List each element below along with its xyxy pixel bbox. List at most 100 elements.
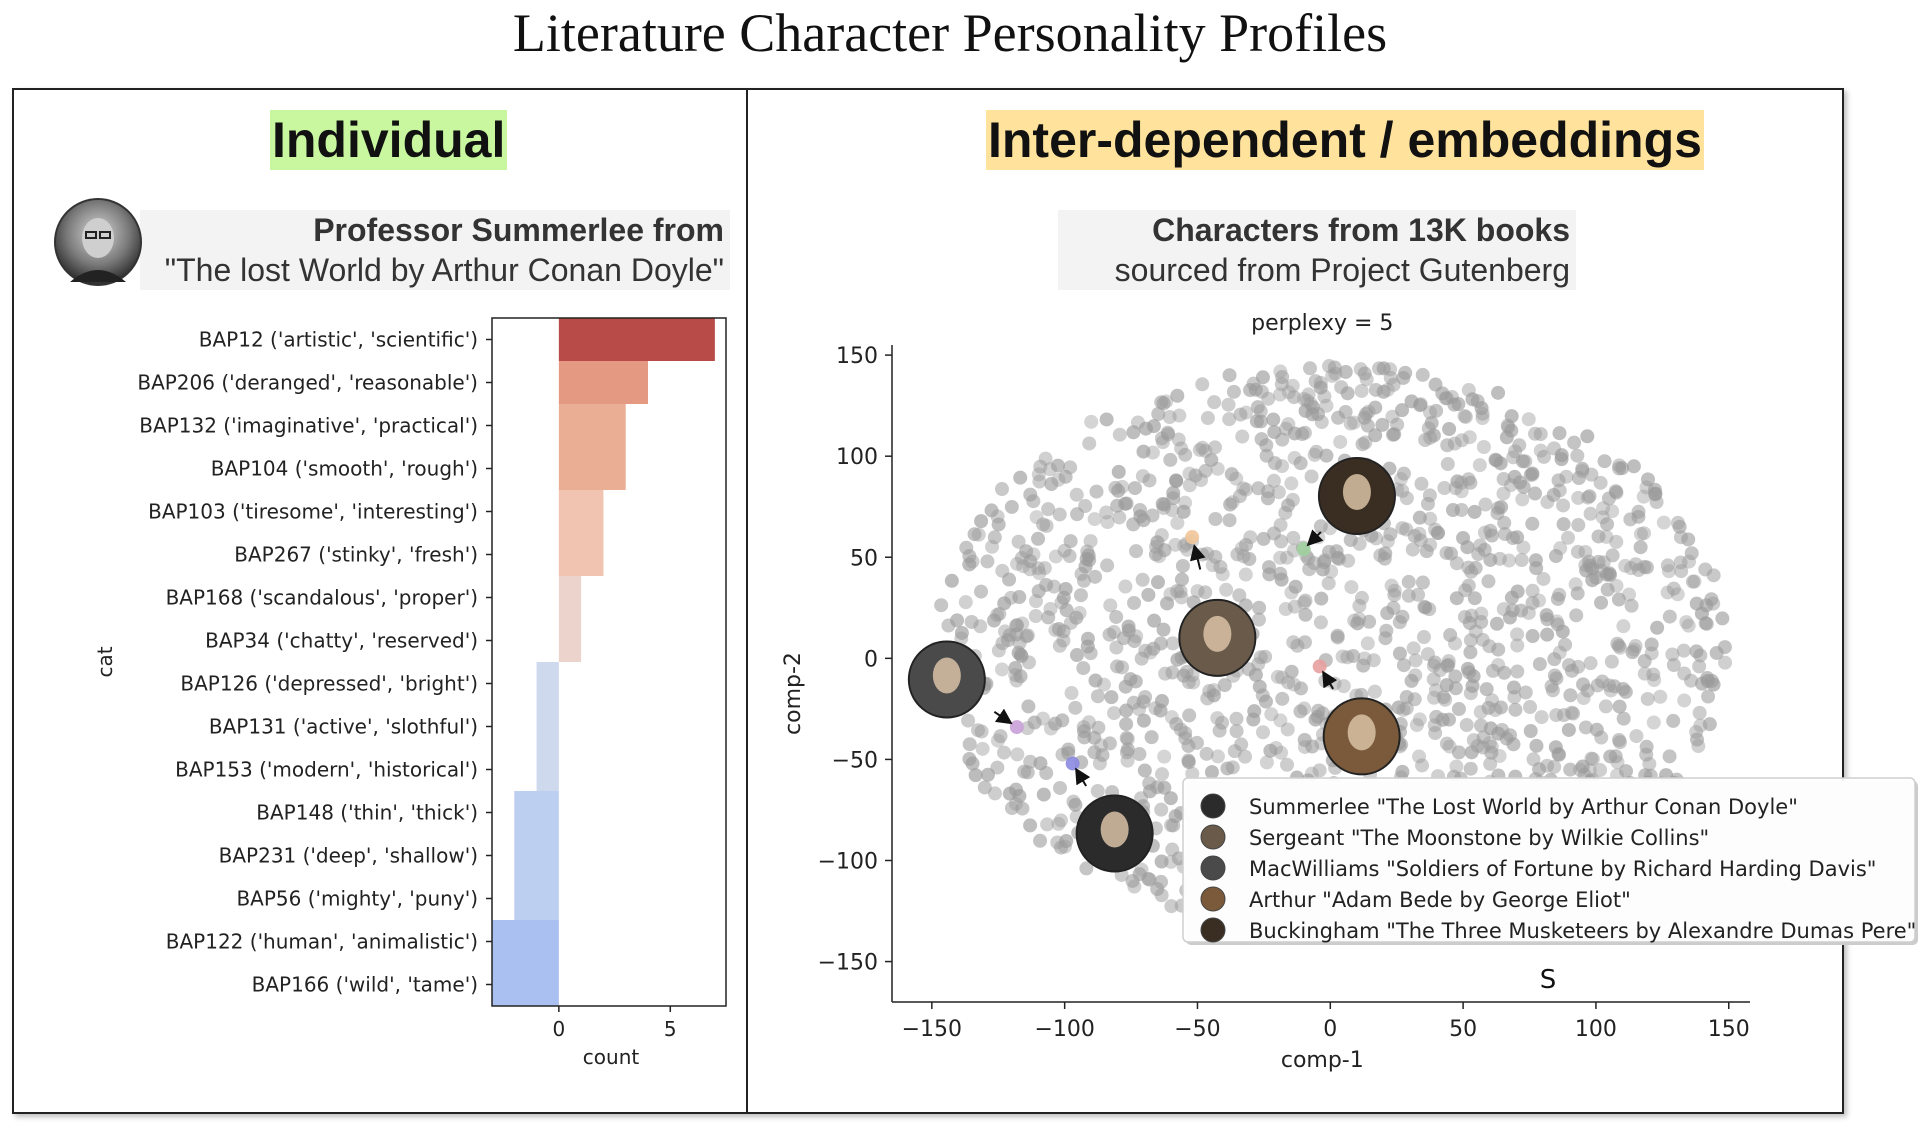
scatter-point: [1483, 756, 1498, 771]
scatter-point: [1464, 564, 1479, 579]
scatter-point: [1551, 473, 1566, 488]
scatter-point: [1485, 663, 1500, 678]
left-subtitle-bold: Professor Summerlee from: [313, 212, 724, 248]
scatter-point: [1665, 647, 1680, 662]
y-tick-label: BAP267 ('stinky', 'fresh'): [234, 543, 478, 567]
scatter-point: [1119, 717, 1134, 732]
highlight-point-4: [1296, 542, 1311, 557]
scatter-point: [1164, 899, 1179, 914]
scatter-point: [1352, 536, 1367, 551]
scatter-point: [1169, 584, 1184, 599]
bar-0: [558, 318, 715, 361]
scatter-point: [1428, 683, 1443, 698]
portrait-face: [1342, 473, 1371, 510]
scatter-point: [1627, 642, 1642, 657]
scatter-point: [1567, 435, 1582, 450]
scatter-point: [1677, 693, 1692, 708]
scatter-point: [1476, 730, 1491, 745]
scatter-point: [1399, 690, 1414, 705]
scatter-point: [1112, 510, 1127, 525]
scatter-point: [1137, 763, 1152, 778]
scatter-point: [1536, 571, 1551, 586]
scatter-point: [1354, 383, 1369, 398]
scatter-point: [1066, 794, 1081, 809]
scatter-point: [1699, 598, 1714, 613]
legend-portrait-icon-0: [1200, 793, 1226, 819]
scatter-point: [1685, 574, 1700, 589]
y-tick-label: BAP34 ('chatty', 'reserved'): [205, 629, 478, 653]
scatter-point: [1226, 384, 1241, 399]
scatter-point: [1195, 377, 1210, 392]
scatter-point: [1547, 441, 1562, 456]
scatter-point: [1463, 645, 1478, 660]
scatter-point: [1462, 430, 1477, 445]
scatter-point: [1127, 634, 1142, 649]
scatter-point: [1142, 473, 1157, 488]
scatter-point: [987, 530, 1002, 545]
scatter-point: [1260, 484, 1275, 499]
bar-1: [558, 361, 648, 404]
scatter-point: [1497, 527, 1512, 542]
scatter-point: [1508, 444, 1523, 459]
scatter-point: [1395, 764, 1410, 779]
bar-3: [558, 447, 626, 490]
scatter-point: [1561, 530, 1576, 545]
highlight-arrow-1: [1190, 543, 1206, 570]
scatter-point: [1132, 702, 1147, 717]
scatter-point: [1165, 665, 1180, 680]
scatter-point: [1547, 668, 1562, 683]
scatter-point: [1412, 749, 1427, 764]
scatter-point: [1639, 747, 1654, 762]
scatter-point: [1170, 388, 1185, 403]
scatter-point: [1416, 630, 1431, 645]
scatter-point: [1496, 472, 1511, 487]
bar-chart: BAP12 ('artistic', 'scientific') BAP206 (…: [93, 317, 727, 1069]
scatter-point: [1419, 544, 1434, 559]
scatter-point: [1252, 600, 1267, 615]
scatter-point: [1493, 700, 1508, 715]
stray-label: S: [1540, 965, 1557, 995]
scatter-point: [1640, 472, 1655, 487]
scatter-point: [1136, 713, 1151, 728]
scatter-point: [1043, 601, 1058, 616]
y-tick-label: 0: [864, 647, 878, 672]
scatter-point: [1051, 816, 1066, 831]
scatter-point: [1153, 703, 1168, 718]
scatter-point: [1649, 494, 1664, 509]
left-subtitle-normal: "The lost World by Arthur Conan Doyle": [164, 252, 724, 288]
portrait-face: [1100, 811, 1129, 848]
scatter-point: [1602, 678, 1617, 693]
scatter-point: [1359, 372, 1374, 387]
portrait-face: [1347, 714, 1376, 751]
scatter-point: [1412, 712, 1427, 727]
scatter-point: [980, 767, 995, 782]
scatter-point: [984, 503, 999, 518]
scatter-point: [1287, 599, 1302, 614]
scatter-point: [1516, 540, 1531, 555]
scatter-point: [1146, 419, 1161, 434]
scatter-point: [1583, 656, 1598, 671]
scatter-point: [1633, 540, 1648, 555]
character-portrait-icon-4: [1317, 456, 1396, 535]
panel-divider: [746, 88, 748, 1114]
scatter-point: [1031, 561, 1046, 576]
x-tick-label: 100: [1575, 1017, 1617, 1042]
scatter-point: [1229, 724, 1244, 739]
scatter-point: [1616, 711, 1631, 726]
bar-4: [558, 490, 604, 533]
scatter-point: [1597, 454, 1612, 469]
scatter-point: [1594, 595, 1609, 610]
scatter-point: [1041, 502, 1056, 517]
scatter-point: [954, 625, 969, 640]
scatter-point: [1510, 664, 1525, 679]
scatter-point: [1039, 577, 1054, 592]
scatter-point: [1563, 688, 1578, 703]
scatter-point: [1463, 761, 1478, 776]
x-tick-label: 0: [1323, 1017, 1337, 1042]
scatter-point: [1591, 529, 1606, 544]
scatter-point: [989, 607, 1004, 622]
scatter-point: [1176, 504, 1191, 519]
scatter-point: [1354, 590, 1369, 605]
scatter-point: [1439, 678, 1454, 693]
scatter-point: [1717, 640, 1732, 655]
